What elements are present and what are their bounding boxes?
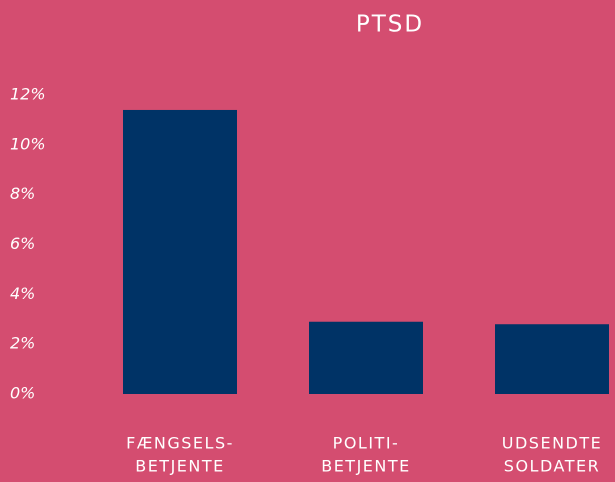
y-tick-label: 8% [10,184,35,203]
x-tick-label: POLITI- [333,434,400,453]
x-tick-label: UDSENDTE [502,434,602,453]
chart-title: PTSD [356,12,424,38]
y-tick-label: 10% [10,134,46,153]
x-tick-label: BETJENTE [321,457,411,476]
bar [309,321,423,394]
x-tick-label: BETJENTE [135,457,225,476]
x-tick-label: FÆNGSELS- [126,434,234,453]
y-tick-label: 4% [10,284,35,303]
y-tick-label: 0% [10,384,35,403]
bar [495,324,609,394]
y-tick-label: 12% [10,85,46,104]
bar [123,109,237,394]
x-tick-label: SOLDATER [504,457,600,476]
y-tick-label: 6% [10,234,35,253]
y-tick-label: 2% [10,334,35,353]
